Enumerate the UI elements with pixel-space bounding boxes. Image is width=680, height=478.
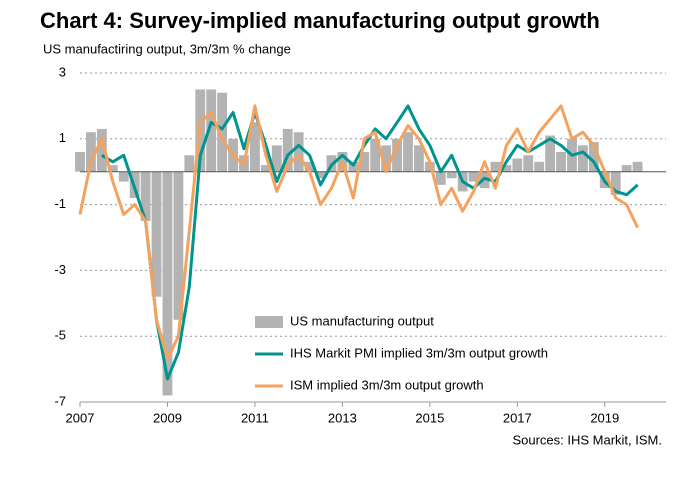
- bar: [118, 171, 129, 182]
- line-series: [78, 104, 639, 361]
- bar: [370, 138, 381, 172]
- bar: [468, 171, 479, 182]
- bar: [490, 161, 501, 172]
- bar: [173, 171, 184, 320]
- legend-label: IHS Markit PMI implied 3m/3m output grow…: [290, 345, 548, 360]
- source-note: Sources: IHS Markit, ISM.: [512, 432, 662, 447]
- bar: [556, 151, 566, 172]
- bar: [435, 171, 446, 185]
- bar: [348, 161, 359, 172]
- bar: [446, 171, 457, 179]
- bar: [610, 171, 621, 195]
- bar: [86, 132, 96, 172]
- legend-label: US manufacturing output: [290, 313, 434, 328]
- bar: [413, 145, 424, 172]
- bar: [632, 161, 643, 172]
- bar: [403, 132, 413, 172]
- bar: [315, 171, 326, 179]
- y-tick-label: 1: [59, 130, 66, 145]
- bar: [577, 145, 588, 172]
- x-tick-label: 2009: [153, 410, 182, 425]
- bar: [359, 151, 370, 172]
- chart-subtitle: US manufactiring output, 3m/3m % change: [43, 41, 291, 56]
- bar: [250, 122, 260, 172]
- bar: [260, 165, 271, 172]
- bar: [512, 158, 523, 172]
- bar: [206, 89, 217, 172]
- legend-label: ISM implied 3m/3m output growth: [290, 377, 484, 392]
- bar: [184, 155, 195, 172]
- bar: [304, 161, 315, 172]
- legend-swatch: [255, 316, 283, 328]
- y-tick-label: -1: [54, 196, 66, 211]
- x-tick-label: 2007: [66, 410, 95, 425]
- bar: [75, 151, 85, 172]
- bar: [621, 165, 632, 172]
- bar: [588, 142, 599, 172]
- bar: [282, 128, 293, 172]
- bar: [107, 165, 118, 172]
- y-tick-label: 3: [59, 64, 66, 79]
- bar: [545, 135, 556, 172]
- bar: [392, 138, 402, 172]
- bar: [293, 132, 304, 172]
- bar: [96, 128, 107, 172]
- bar: [162, 171, 173, 396]
- bar: [381, 145, 392, 172]
- bar: [501, 165, 512, 172]
- bar: [523, 155, 534, 172]
- x-tick-label: 2015: [415, 410, 444, 425]
- x-tick-label: 2013: [328, 410, 357, 425]
- y-tick-label: -5: [54, 328, 66, 343]
- x-tick-label: 2017: [503, 410, 532, 425]
- bar: [271, 145, 282, 172]
- bar: [151, 171, 162, 297]
- x-tick-label: 2011: [241, 410, 269, 425]
- y-tick-label: -3: [54, 262, 66, 277]
- x-tick-label: 2019: [590, 410, 619, 425]
- chart-title: Chart 4: Survey-implied manufacturing ou…: [40, 8, 600, 33]
- y-tick-label: -7: [54, 393, 66, 408]
- bar: [217, 92, 228, 172]
- bar: [534, 161, 545, 172]
- bar: [140, 171, 151, 222]
